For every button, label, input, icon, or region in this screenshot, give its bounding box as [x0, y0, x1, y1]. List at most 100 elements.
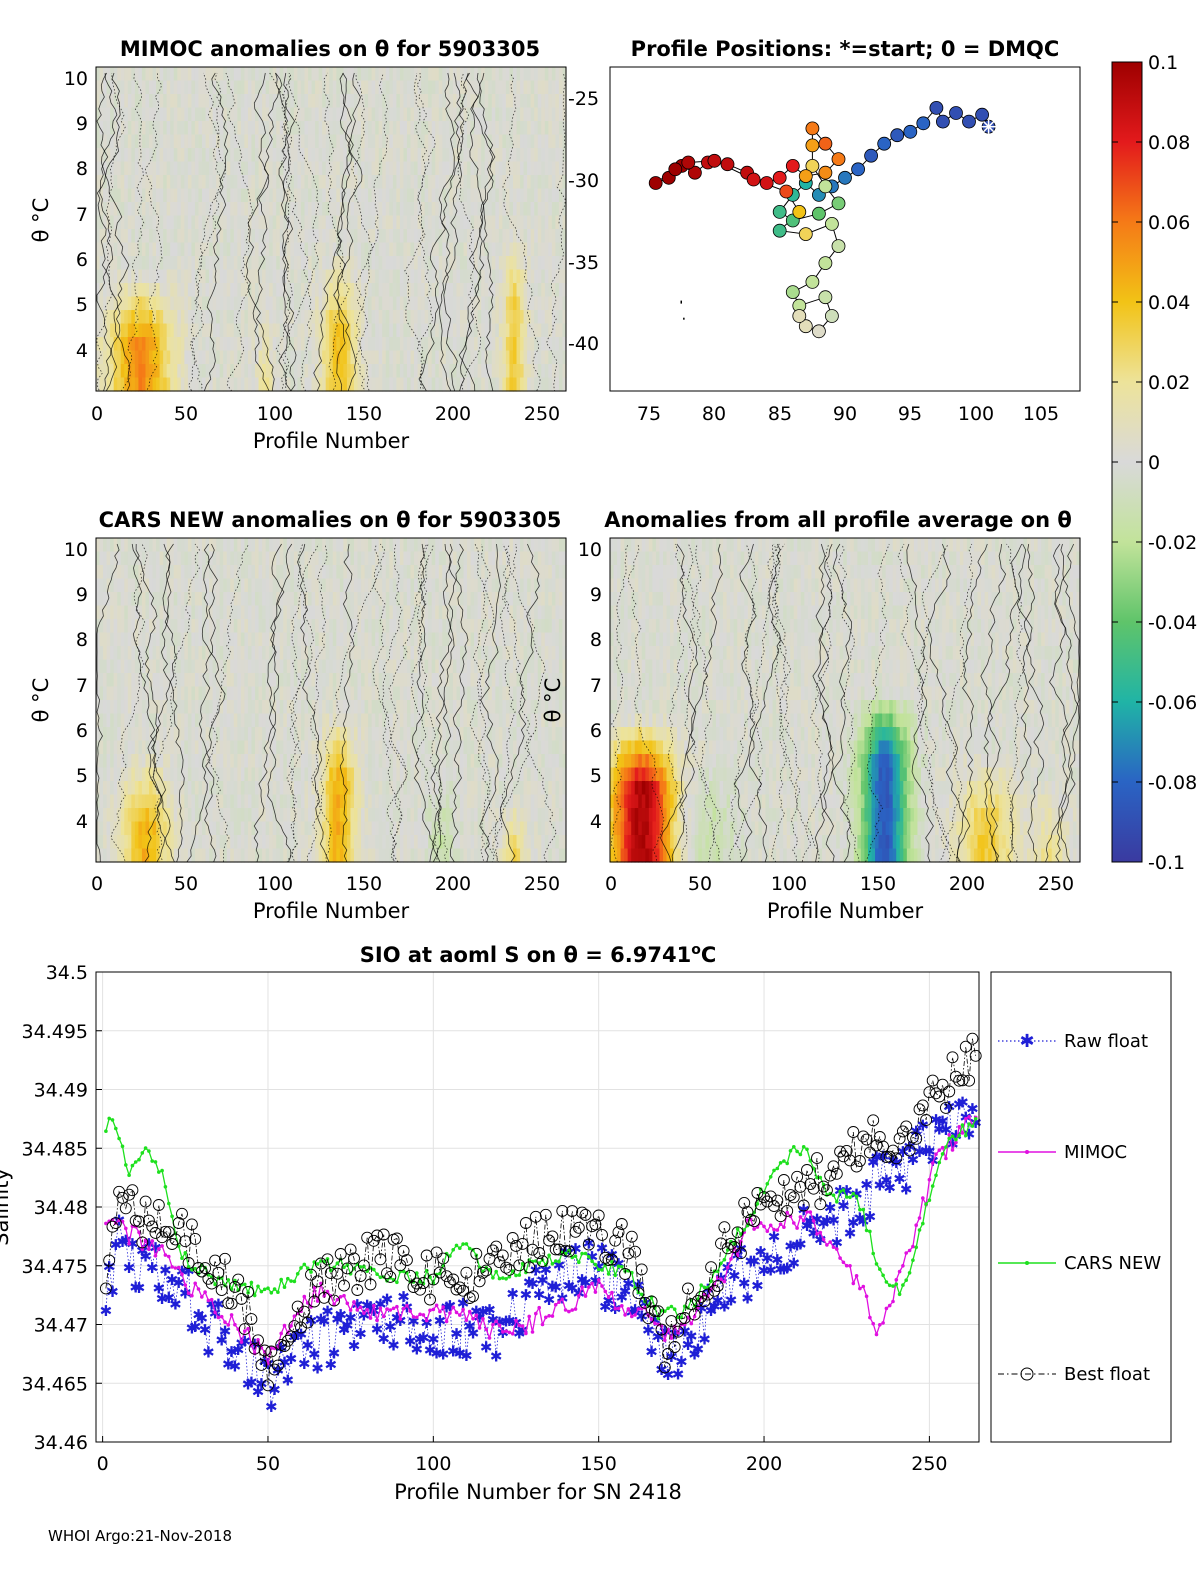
- heatmap-cell: [481, 94, 486, 109]
- heatmap-cell: [272, 148, 277, 163]
- heatmap-cell: [237, 592, 242, 607]
- heatmap-cell: [258, 188, 263, 203]
- heatmap-cell: [325, 781, 330, 796]
- heatmap-cell: [226, 646, 231, 661]
- heatmap-cell: [237, 161, 242, 176]
- heatmap-cell: [141, 686, 147, 701]
- heatmap-cell: [544, 67, 549, 82]
- heatmap-cell: [230, 256, 235, 271]
- heatmap-cell: [134, 646, 139, 661]
- heatmap-cell: [163, 364, 168, 379]
- heatmap-cell: [322, 80, 327, 95]
- heatmap-cell: [293, 242, 299, 257]
- heatmap-cell: [396, 296, 401, 311]
- heatmap-cell: [124, 551, 129, 566]
- heatmap-cell: [343, 350, 348, 365]
- heatmap-cell: [219, 296, 224, 311]
- heatmap-cell: [304, 161, 309, 176]
- heatmap-cell: [219, 565, 224, 580]
- heatmap-cell: [202, 161, 207, 176]
- heatmap-cell: [406, 161, 412, 176]
- heatmap-cell: [149, 94, 154, 109]
- heatmap-cell: [212, 605, 217, 620]
- heatmap-cell: [141, 700, 147, 715]
- heatmap-cell: [131, 242, 136, 257]
- heatmap-cell: [258, 592, 263, 607]
- heatmap-cell: [99, 605, 104, 620]
- heatmap-cell: [368, 310, 373, 325]
- heatmap-cell: [544, 377, 549, 392]
- heatmap-cell: [502, 148, 507, 163]
- heatmap-cell: [131, 148, 136, 163]
- heatmap-cell: [392, 161, 397, 176]
- heatmap-cell: [173, 67, 178, 82]
- heatmap-cell: [177, 350, 182, 365]
- heatmap-cell: [548, 107, 553, 122]
- heatmap-cell: [149, 605, 154, 620]
- heatmap-cell: [315, 848, 320, 863]
- heatmap-cell: [308, 215, 313, 230]
- heatmap-cell: [293, 148, 299, 163]
- heatmap-cell: [265, 538, 270, 553]
- heatmap-cell: [262, 592, 267, 607]
- heatmap-cell: [392, 148, 397, 163]
- heatmap-cell: [311, 175, 316, 190]
- heatmap-cell: [198, 188, 203, 203]
- heatmap-cell: [534, 134, 539, 149]
- heatmap-cell: [523, 377, 528, 392]
- heatmap-cell: [244, 94, 249, 109]
- heatmap-cell: [428, 337, 433, 352]
- heatmap-cell: [149, 175, 154, 190]
- heatmap-cell: [332, 215, 337, 230]
- heatmap-cell: [251, 94, 256, 109]
- heatmap-cell: [96, 794, 101, 809]
- heatmap-cell: [96, 256, 101, 271]
- heatmap-cell: [219, 781, 224, 796]
- heatmap-cell: [424, 283, 429, 298]
- heatmap-cell: [495, 94, 500, 109]
- heatmap-cell: [177, 364, 182, 379]
- heatmap-cell: [124, 269, 129, 284]
- heatmap-cell: [300, 659, 306, 674]
- heatmap-cell: [431, 283, 436, 298]
- heatmap-cell: [315, 700, 320, 715]
- heatmap-cell: [265, 727, 270, 742]
- heatmap-cell: [459, 80, 465, 95]
- heatmap-cell: [544, 283, 549, 298]
- heatmap-cell: [392, 229, 397, 244]
- heatmap-cell: [198, 605, 203, 620]
- heatmap-cell: [265, 242, 270, 257]
- heatmap-cell: [530, 148, 535, 163]
- heatmap-cell: [530, 377, 535, 392]
- heatmap-cell: [149, 619, 154, 634]
- heatmap-cell: [233, 605, 238, 620]
- heatmap-cell: [212, 377, 217, 392]
- heatmap-cell: [163, 700, 168, 715]
- heatmap-cell: [272, 632, 277, 647]
- heatmap-cell: [502, 229, 507, 244]
- heatmap-cell: [269, 323, 274, 338]
- heatmap-cell: [467, 107, 472, 122]
- heatmap-cell: [491, 175, 496, 190]
- heatmap-cell: [438, 283, 443, 298]
- heatmap-cell: [283, 269, 288, 284]
- heatmap-cell: [117, 202, 122, 217]
- heatmap-cell: [290, 619, 295, 634]
- contour-line: [96, 72, 121, 392]
- heatmap-cell: [339, 148, 344, 163]
- heatmap-cell: [159, 310, 164, 325]
- heatmap-cell: [156, 619, 161, 634]
- heatmap-cell: [311, 80, 316, 95]
- heatmap-cell: [159, 148, 164, 163]
- heatmap-cell: [276, 296, 281, 311]
- heatmap-cell: [290, 754, 295, 769]
- heatmap-cell: [106, 148, 111, 163]
- heatmap-cell: [308, 565, 313, 580]
- heatmap-cell: [424, 310, 429, 325]
- heatmap-cell: [290, 80, 295, 95]
- heatmap-cell: [244, 700, 249, 715]
- heatmap-cell: [399, 121, 405, 136]
- heatmap-cell: [512, 188, 518, 203]
- heatmap-cell: [131, 565, 136, 580]
- heatmap-cell: [258, 161, 263, 176]
